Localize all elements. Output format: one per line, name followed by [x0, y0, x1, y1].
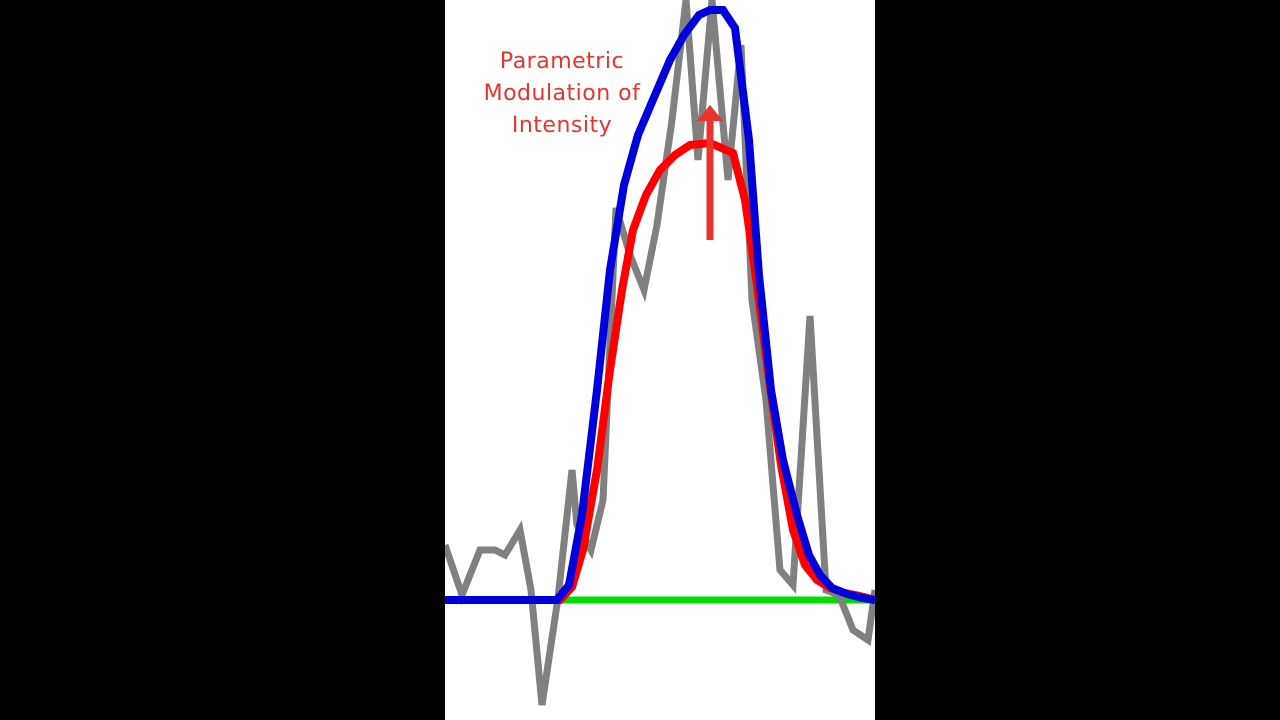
annotation-line-1: Parametric	[499, 49, 625, 74]
annotation-arrow	[697, 105, 723, 240]
series-layer	[445, 0, 875, 706]
annotation-line-3: Intensity	[511, 113, 613, 138]
series-noisy-signal-line	[445, 0, 875, 706]
series-modeled-response-low-line	[445, 138, 875, 604]
series-modeled-response-high-line	[445, 5, 875, 604]
annotation-label: Parametric Modulation of Intensity	[455, 46, 669, 142]
chart-panel: Parametric Modulation of Intensity	[445, 0, 875, 720]
line-chart	[445, 0, 875, 706]
arrow-head	[697, 105, 723, 121]
annotation-line-2: Modulation of	[483, 81, 641, 106]
